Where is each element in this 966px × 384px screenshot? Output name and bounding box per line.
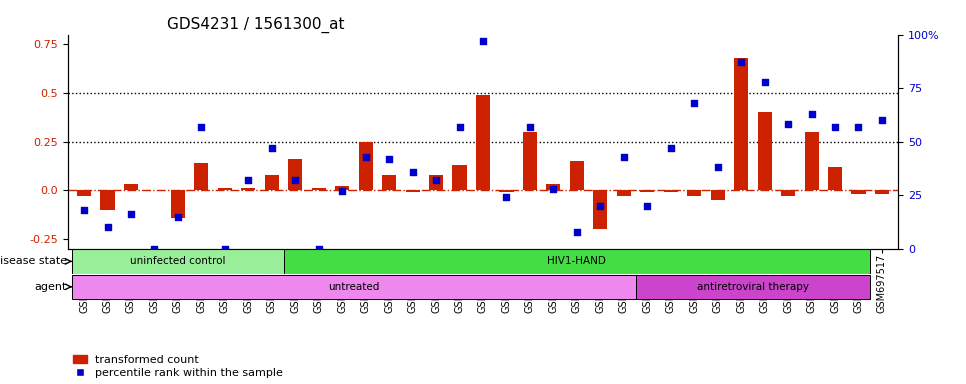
- Point: [592, 203, 608, 209]
- Bar: [288, 159, 302, 190]
- Bar: [875, 190, 889, 194]
- Point: [358, 154, 374, 160]
- Point: [851, 124, 867, 130]
- FancyBboxPatch shape: [72, 249, 284, 273]
- Legend: transformed count, percentile rank within the sample: transformed count, percentile rank withi…: [73, 355, 283, 379]
- Bar: [711, 190, 724, 200]
- Bar: [664, 190, 678, 192]
- Point: [639, 203, 655, 209]
- Point: [241, 177, 256, 183]
- Bar: [429, 175, 443, 190]
- Point: [498, 194, 514, 200]
- Point: [827, 124, 842, 130]
- Bar: [616, 190, 631, 196]
- Bar: [499, 190, 514, 192]
- Point: [334, 188, 350, 194]
- Point: [475, 38, 491, 44]
- Text: HIV1-HAND: HIV1-HAND: [548, 257, 607, 266]
- Bar: [100, 190, 115, 210]
- Bar: [570, 161, 583, 190]
- Point: [428, 177, 443, 183]
- Point: [710, 164, 725, 170]
- Bar: [312, 188, 326, 190]
- Point: [781, 121, 796, 127]
- Bar: [687, 190, 701, 196]
- Text: disease state: disease state: [0, 257, 68, 266]
- Point: [663, 145, 678, 151]
- Point: [217, 246, 233, 252]
- Bar: [781, 190, 795, 196]
- Bar: [335, 186, 350, 190]
- Point: [193, 124, 209, 130]
- Text: uninfected control: uninfected control: [130, 257, 226, 266]
- FancyBboxPatch shape: [72, 275, 636, 299]
- Point: [311, 246, 327, 252]
- Bar: [547, 184, 560, 190]
- Text: agent: agent: [35, 282, 68, 292]
- Point: [405, 169, 420, 175]
- Bar: [242, 188, 255, 190]
- Bar: [358, 142, 373, 190]
- Bar: [406, 190, 419, 192]
- FancyBboxPatch shape: [636, 275, 870, 299]
- Text: GDS4231 / 1561300_at: GDS4231 / 1561300_at: [167, 17, 345, 33]
- Point: [170, 214, 185, 220]
- Bar: [523, 132, 537, 190]
- Bar: [383, 175, 396, 190]
- Point: [687, 100, 702, 106]
- Text: antiretroviral therapy: antiretroviral therapy: [696, 282, 809, 292]
- Point: [124, 211, 139, 217]
- Point: [874, 117, 890, 123]
- Point: [546, 185, 561, 192]
- Point: [804, 111, 819, 117]
- Point: [757, 79, 773, 85]
- Bar: [77, 190, 91, 196]
- Bar: [124, 184, 138, 190]
- FancyBboxPatch shape: [284, 249, 870, 273]
- Point: [264, 145, 279, 151]
- Point: [569, 228, 584, 235]
- Point: [147, 246, 162, 252]
- Bar: [640, 190, 654, 192]
- Point: [76, 207, 92, 213]
- Bar: [805, 132, 818, 190]
- Bar: [194, 163, 209, 190]
- Point: [616, 154, 632, 160]
- Bar: [217, 188, 232, 190]
- Point: [382, 156, 397, 162]
- Point: [452, 124, 468, 130]
- Bar: [265, 175, 279, 190]
- Bar: [734, 58, 749, 190]
- Bar: [828, 167, 842, 190]
- Text: untreated: untreated: [328, 282, 380, 292]
- Bar: [171, 190, 185, 217]
- Point: [288, 177, 303, 183]
- Point: [733, 59, 749, 65]
- Bar: [452, 165, 467, 190]
- Bar: [757, 113, 772, 190]
- Point: [523, 124, 538, 130]
- Point: [99, 224, 115, 230]
- Bar: [851, 190, 866, 194]
- Bar: [593, 190, 608, 229]
- Bar: [476, 95, 490, 190]
